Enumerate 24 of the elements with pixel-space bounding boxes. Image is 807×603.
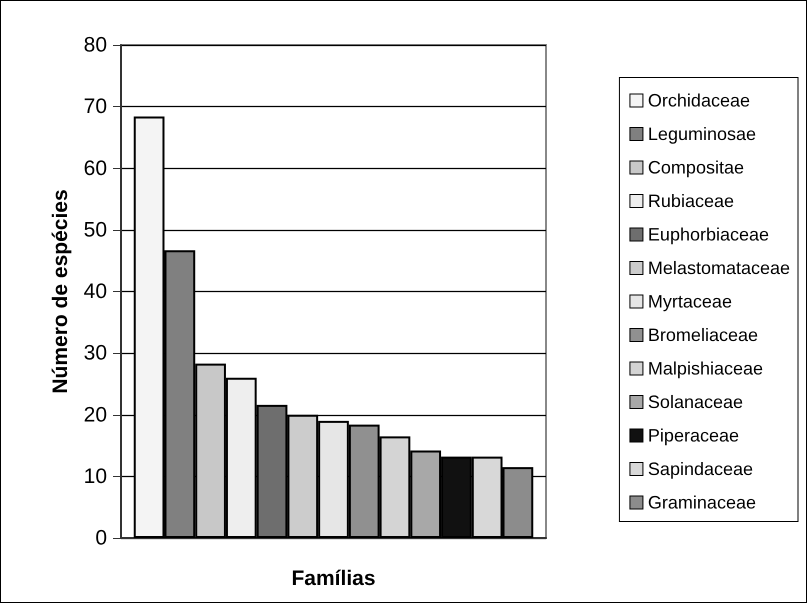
y-axis-title: Número de espécies (49, 189, 72, 394)
legend-label: Compositae (648, 158, 744, 178)
legend-label: Graminaceae (648, 492, 756, 512)
legend-label: Bromeliaceae (648, 325, 758, 345)
legend-label: Piperaceae (648, 426, 740, 446)
legend-label: Myrtaceae (648, 292, 732, 312)
y-tick-label: 60 (84, 156, 107, 180)
y-tick-label: 20 (84, 403, 107, 426)
legend-label: Rubiaceae (648, 191, 734, 211)
legend-label: Melastomataceae (648, 258, 790, 278)
y-tick-label: 10 (84, 464, 107, 488)
y-tick-label: 40 (84, 280, 107, 303)
legend-label: Sapindaceae (648, 459, 754, 479)
x-axis-title: Famílias (291, 567, 376, 590)
legend-label: Euphorbiaceae (648, 224, 770, 244)
y-tick-label: 70 (84, 95, 107, 118)
legend-label: Solanaceae (648, 392, 744, 412)
legend-label: Malpishiaceae (648, 358, 764, 378)
y-tick-label: 80 (84, 34, 107, 56)
y-tick-label: 30 (84, 342, 107, 365)
legend-label: Orchidaceae (648, 90, 750, 110)
y-tick-label: 50 (84, 218, 107, 242)
y-tick-label: 0 (95, 526, 107, 550)
legend-label: Leguminosae (648, 124, 756, 144)
